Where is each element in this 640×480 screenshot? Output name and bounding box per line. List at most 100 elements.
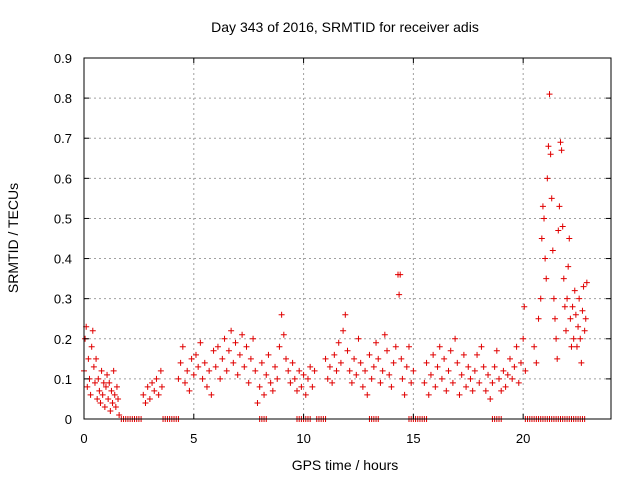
- data-point: [179, 343, 186, 350]
- data-point: [175, 375, 182, 382]
- x-tick-label: 5: [190, 431, 197, 446]
- data-point: [531, 343, 538, 350]
- data-point: [236, 351, 243, 358]
- data-point: [580, 283, 587, 290]
- data-point: [348, 379, 355, 386]
- data-point: [434, 363, 441, 370]
- data-point: [509, 375, 516, 382]
- data-point: [87, 391, 94, 398]
- data-point: [340, 327, 347, 334]
- data-point: [324, 375, 331, 382]
- data-point: [210, 347, 217, 354]
- data-point: [478, 343, 485, 350]
- data-point: [558, 147, 565, 154]
- data-point: [269, 387, 276, 394]
- data-point: [474, 351, 481, 358]
- data-point: [146, 395, 153, 402]
- data-point: [85, 355, 92, 362]
- data-point: [84, 383, 91, 390]
- data-points: [81, 91, 590, 422]
- data-point: [203, 383, 210, 390]
- data-point: [225, 347, 232, 354]
- data-point: [101, 403, 108, 410]
- data-point: [491, 363, 498, 370]
- data-point: [217, 375, 224, 382]
- y-tick-label: 0.7: [54, 131, 72, 146]
- data-point: [504, 371, 511, 378]
- data-point: [398, 355, 405, 362]
- data-point: [89, 327, 96, 334]
- y-tick-label: 0.3: [54, 292, 72, 307]
- data-point: [500, 367, 507, 374]
- data-point: [581, 327, 588, 334]
- data-point: [538, 235, 545, 242]
- data-point: [104, 371, 111, 378]
- data-point: [386, 371, 393, 378]
- data-point: [537, 295, 544, 302]
- data-point: [539, 203, 546, 210]
- data-point: [562, 327, 569, 334]
- data-point: [388, 383, 395, 390]
- data-point: [364, 391, 371, 398]
- data-point: [487, 395, 494, 402]
- data-point: [577, 335, 584, 342]
- data-point: [432, 383, 439, 390]
- y-tick-label: 0.1: [54, 372, 72, 387]
- data-point: [565, 263, 572, 270]
- data-point: [423, 359, 430, 366]
- data-point: [517, 359, 524, 366]
- data-point: [228, 327, 235, 334]
- data-point: [331, 351, 338, 358]
- data-point: [561, 303, 568, 310]
- data-point: [421, 379, 428, 386]
- data-point: [199, 375, 206, 382]
- data-point: [254, 399, 261, 406]
- y-tick-label: 0.4: [54, 252, 72, 267]
- data-point: [370, 363, 377, 370]
- data-point: [221, 335, 228, 342]
- chart-title: Day 343 of 2016, SRMTID for receiver adi…: [211, 19, 479, 35]
- data-point: [351, 355, 358, 362]
- data-point: [241, 363, 248, 370]
- data-point: [112, 403, 119, 410]
- data-point: [392, 343, 399, 350]
- data-point: [373, 339, 380, 346]
- data-point: [342, 311, 349, 318]
- data-point: [298, 383, 305, 390]
- data-point: [410, 367, 417, 374]
- data-point: [362, 367, 369, 374]
- data-point: [555, 227, 562, 234]
- data-point: [280, 331, 287, 338]
- data-point: [177, 359, 184, 366]
- data-point: [379, 367, 386, 374]
- data-point: [311, 367, 318, 374]
- data-point: [329, 379, 336, 386]
- data-point: [109, 399, 116, 406]
- data-point: [572, 311, 579, 318]
- data-point: [496, 375, 503, 382]
- data-point: [188, 355, 195, 362]
- data-point: [296, 367, 303, 374]
- data-point: [335, 339, 342, 346]
- data-point: [469, 387, 476, 394]
- data-point: [403, 363, 410, 370]
- data-point: [535, 315, 542, 322]
- data-point: [258, 359, 265, 366]
- data-point: [454, 359, 461, 366]
- data-point: [396, 291, 403, 298]
- data-point: [94, 395, 101, 402]
- data-point: [353, 371, 360, 378]
- y-tick-labels: 0 0.1 0.2 0.3 0.4 0.5 0.6 0.7 0.8 0.9: [54, 51, 72, 427]
- data-point: [283, 355, 290, 362]
- data-point: [485, 371, 492, 378]
- data-point: [201, 359, 208, 366]
- data-point: [95, 375, 102, 382]
- data-point: [548, 195, 555, 202]
- y-axis-label: SRMTID / TECUs: [5, 183, 21, 293]
- data-point: [533, 359, 540, 366]
- data-point: [107, 407, 114, 414]
- data-point: [230, 359, 237, 366]
- data-point: [366, 351, 373, 358]
- data-point: [575, 323, 582, 330]
- data-point: [521, 303, 528, 310]
